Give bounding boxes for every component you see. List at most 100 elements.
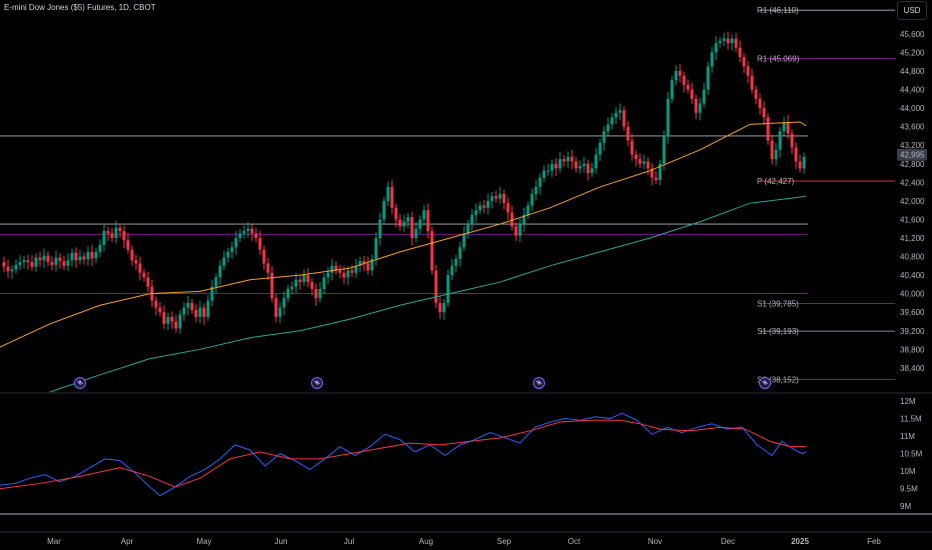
candle-body xyxy=(102,231,106,245)
candle-body xyxy=(30,262,34,267)
lightning-icon[interactable] xyxy=(311,377,323,389)
candle-body xyxy=(250,228,254,234)
candle-body xyxy=(786,122,790,134)
candle-body xyxy=(54,257,58,265)
candle-body xyxy=(730,38,734,44)
candle-body xyxy=(618,110,622,113)
candle-body xyxy=(678,70,682,76)
candle-body xyxy=(402,221,406,227)
candle-body xyxy=(470,214,474,225)
candle-body xyxy=(130,249,134,261)
time-tick-label: 2025 xyxy=(791,537,809,546)
price-tick-label: 39,200 xyxy=(900,327,925,336)
candle-body xyxy=(246,228,250,232)
candle-body xyxy=(46,255,50,263)
price-tick-label: 45,200 xyxy=(900,48,925,57)
candle-body xyxy=(594,154,598,169)
price-tick-label: 45,600 xyxy=(900,30,925,39)
candle-body xyxy=(762,108,766,118)
candle-body xyxy=(370,258,374,271)
candle-body xyxy=(542,170,546,178)
candle-body xyxy=(690,89,694,99)
candle-body xyxy=(794,147,798,162)
candle-body xyxy=(586,163,590,174)
candle-body xyxy=(22,260,26,263)
event-glyph xyxy=(536,379,542,386)
candle-body xyxy=(430,231,434,271)
ma-slow-line xyxy=(49,195,807,393)
candle-body xyxy=(330,265,334,273)
candle-body xyxy=(138,263,142,273)
candle-body xyxy=(654,177,658,180)
time-tick-label: Apr xyxy=(121,537,134,546)
symbol-title: E-mini Dow Jones ($5) Futures, 1D, CBOT xyxy=(4,3,156,12)
candle-body xyxy=(562,159,566,162)
time-tick-label: Dec xyxy=(721,537,735,546)
candle-body xyxy=(582,163,586,167)
currency-button[interactable]: USD xyxy=(897,1,927,20)
candle-body xyxy=(774,149,778,160)
candle-body xyxy=(242,231,246,234)
volume-pane xyxy=(0,412,807,497)
candle-body xyxy=(182,307,186,315)
candle-body xyxy=(718,40,722,44)
candle-body xyxy=(710,52,714,67)
events-markers[interactable] xyxy=(74,377,771,389)
candle-body xyxy=(286,289,290,299)
lightning-icon[interactable] xyxy=(759,377,771,389)
candle-body xyxy=(410,217,414,238)
candle-body xyxy=(210,286,214,301)
pivot-label: S1 (39,785) xyxy=(757,300,799,309)
candle-body xyxy=(118,227,122,232)
candle-body xyxy=(346,270,350,278)
candle-body xyxy=(386,186,390,201)
candle-body xyxy=(258,237,262,250)
candle-body xyxy=(82,256,86,260)
price-tick-label: 38,800 xyxy=(900,345,925,354)
candle-body xyxy=(590,168,594,174)
candle-body xyxy=(398,219,402,227)
candle-body xyxy=(162,312,166,324)
candle-body xyxy=(790,133,794,148)
candle-body xyxy=(226,251,230,258)
candle-body xyxy=(750,75,754,90)
candle-body xyxy=(418,219,422,229)
candle-body xyxy=(70,252,74,261)
candle-body xyxy=(78,256,82,261)
event-glyph xyxy=(77,379,83,386)
time-tick-label: Oct xyxy=(568,537,581,546)
candle-body xyxy=(202,307,206,317)
candle-body xyxy=(626,126,630,141)
candle-body xyxy=(610,117,614,125)
candle-body xyxy=(802,156,806,169)
candle-body xyxy=(10,269,14,272)
time-tick-label: May xyxy=(196,537,211,546)
candle-body xyxy=(538,177,542,187)
candle-body xyxy=(438,302,442,313)
candle-body xyxy=(266,263,270,273)
last-price-badge xyxy=(897,148,927,161)
candle-body xyxy=(722,38,726,41)
candle-body xyxy=(2,262,6,267)
candle-body xyxy=(38,257,42,261)
candle-body xyxy=(110,233,114,238)
candle-body xyxy=(746,66,750,76)
candle-body xyxy=(126,240,130,250)
candle-body xyxy=(782,122,786,132)
candle-body xyxy=(558,159,562,169)
price-candles xyxy=(2,31,806,334)
candle-body xyxy=(338,270,342,273)
candle-body xyxy=(350,270,354,273)
candle-body xyxy=(218,265,222,278)
volume-tick-label: 9M xyxy=(900,502,911,511)
price-tick-label: 41,200 xyxy=(900,234,925,243)
candle-body xyxy=(322,277,326,290)
candle-body xyxy=(198,307,202,317)
candle-body xyxy=(554,163,558,169)
candle-body xyxy=(522,214,526,225)
candle-body xyxy=(282,298,286,308)
lightning-icon[interactable] xyxy=(74,377,86,389)
candle-body xyxy=(158,307,162,313)
lightning-icon[interactable] xyxy=(533,377,545,389)
